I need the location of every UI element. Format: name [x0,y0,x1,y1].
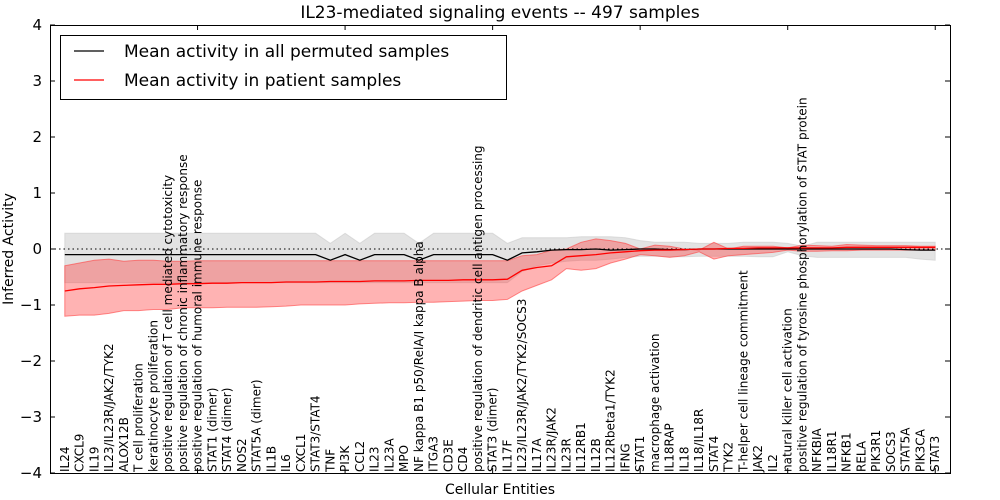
lines-layer [50,246,950,292]
category-label: STAT5A (dimer) [250,379,264,472]
category-label: IL12RB1 [574,422,588,472]
category-label: IL23A [382,438,396,472]
category-label: IL18/IL18R [692,409,706,472]
category-label: TYK2 [722,442,736,473]
category-label: NFKB1 [840,432,854,472]
category-label: STAT1 [633,436,647,472]
category-label: TNF [323,449,337,473]
category-label: IL19 [87,447,101,473]
category-label: MPO [397,445,411,472]
legend: Mean activity in all permuted samples Me… [60,35,507,100]
category-label: NFKBIA [810,427,824,472]
category-label: IL2 [766,454,780,472]
y-tick-label: 3 [32,72,42,90]
category-label: IL6 [279,454,293,472]
category-label: IL1B [264,446,278,472]
category-label: STAT4 [707,436,721,472]
category-label: STAT3/STAT4 [309,395,323,472]
series-line-permuted [64,248,936,261]
category-label: IL23R [559,438,573,472]
category-label: IL18R1 [825,431,839,472]
category-label: STAT1 (dimer) [205,388,219,472]
category-label: IL12B [589,438,603,472]
series-line-patient [64,246,936,292]
y-tick-label: 4 [32,16,42,34]
category-label: SOCS3 [884,431,898,472]
category-label: natural killer cell activation [781,308,795,472]
category-label: CXCL1 [294,434,308,472]
chart-title: IL23-mediated signaling events -- 497 sa… [300,3,700,23]
plot-frame [50,25,951,474]
category-label: PIK3R1 [869,430,883,472]
y-tick-label: −3 [20,408,42,426]
category-label: IL23R/JAK2 [545,407,559,472]
category-label: NF kappa B1 p50/RelA/I kappa B alpha [412,241,426,472]
category-label: macrophage activation [648,334,662,472]
category-label: CCL2 [353,441,367,472]
category-label: positive regulation of T cell mediated c… [161,175,175,472]
y-axis: 4 3 2 1 0 −1 −2 −3 −4 [20,16,950,482]
legend-label-permuted: Mean activity in all permuted samples [124,42,449,62]
category-label: IL18RAP [663,423,677,472]
category-label: CD3E [441,439,455,472]
y-axis-label: Inferred Activity [1,193,17,305]
category-label: ITGA3 [427,436,441,472]
category-label: positive regulation of chronic inflammat… [176,154,190,472]
category-label: keratinocyte proliferation [146,320,160,472]
category-label: IL24 [58,447,72,473]
category-label: IFNG [618,443,632,472]
x-axis-label: Cellular Entities [445,482,555,498]
category-label: STAT3 (dimer) [486,388,500,472]
category-label: IL17F [500,440,514,472]
category-label: ALOX12B [117,417,131,472]
category-label: CD4 [456,447,470,472]
category-label: positive regulation of humoral immune re… [191,180,205,472]
category-labels: IL24 CXCL9 IL19 IL23/IL23R/JAK2/TYK2 ALOX12B… [58,97,942,473]
category-label: JAK2 [751,445,765,473]
y-tick-label: −2 [20,352,42,370]
category-label: PI3K [338,445,352,472]
category-label: STAT5A [899,427,913,472]
legend-box [60,35,507,100]
category-label: IL23/IL23R/JAK2/TYK2 [102,343,116,472]
y-tick-label: −1 [20,296,42,314]
legend-label-patient: Mean activity in patient samples [124,71,401,91]
category-label: T-helper cell lineage commitment [736,270,750,473]
category-label: positive regulation of dendritic cell an… [471,145,485,472]
y-tick-label: 1 [32,184,42,202]
category-label: IL23 [368,447,382,473]
category-label: RELA [855,440,869,472]
category-label: T cell proliferation [132,363,146,473]
category-label: CXCL9 [73,434,87,472]
category-label: positive regulation of tyrosine phosphor… [796,97,810,472]
category-label: IL12Rbeta1/TYK2 [604,369,618,472]
category-label: NOS2 [235,438,249,472]
category-label: IL23/IL23R/JAK2/TYK2/SOCS3 [515,299,529,472]
y-tick-label: −4 [20,464,42,482]
category-label: IL17A [530,438,544,472]
category-label: STAT4 (dimer) [220,388,234,472]
category-label: STAT3 [928,436,942,472]
y-tick-label: 0 [32,240,42,258]
y-tick-label: 2 [32,128,42,146]
category-label: PIK3CA [914,428,928,472]
category-label: IL18 [677,447,691,473]
